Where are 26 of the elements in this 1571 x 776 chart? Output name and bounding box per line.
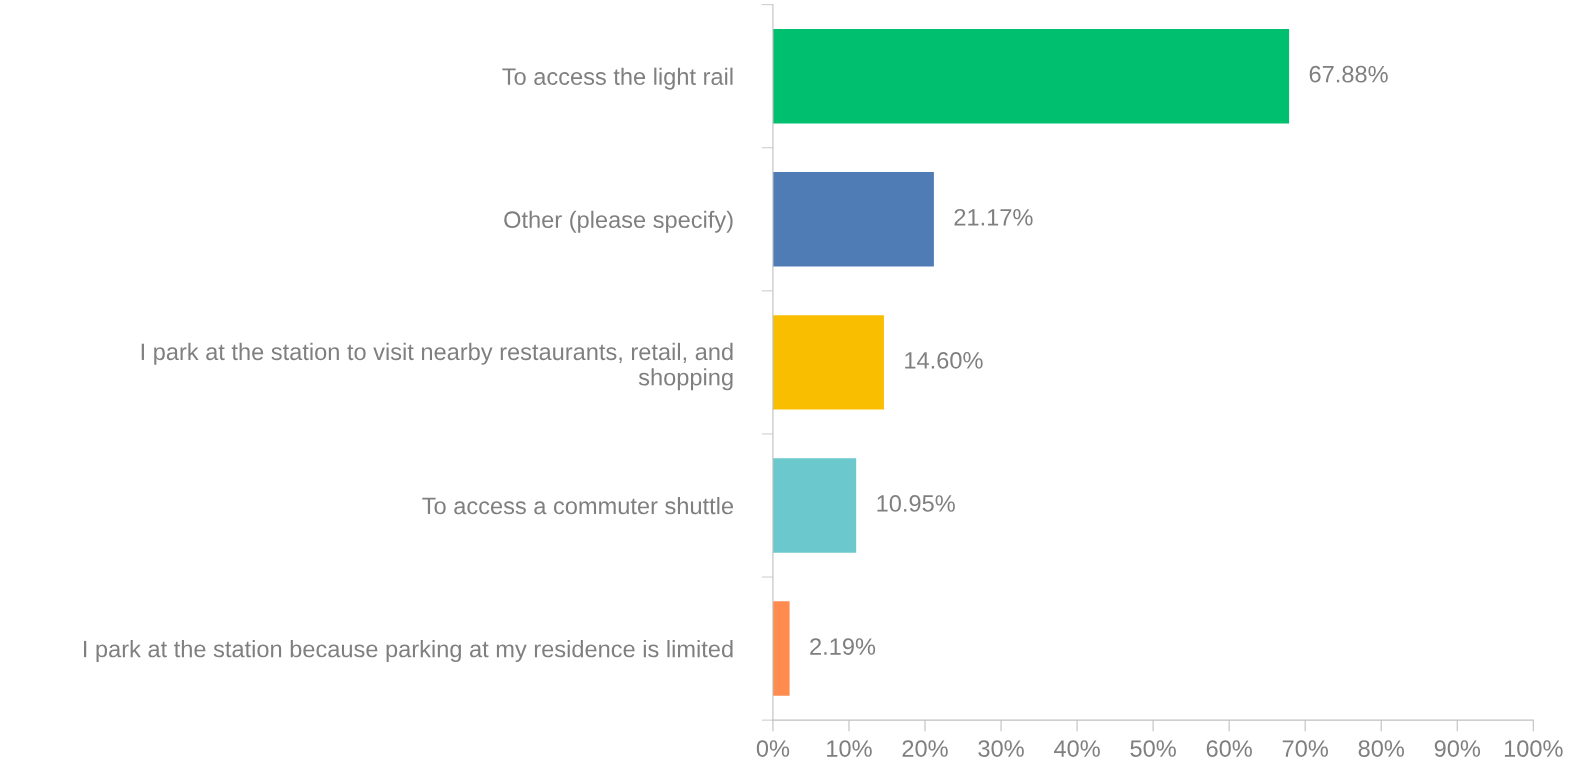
- y-tick-label: Other (please specify): [504, 210, 733, 233]
- y-tick-label: To access a commuter shuttle: [422, 496, 734, 515]
- x-tick-label: 70%: [1282, 740, 1328, 757]
- data-label: 14.60%: [905, 352, 983, 369]
- x-tick-label: 60%: [1206, 740, 1252, 757]
- bar: [772, 172, 934, 267]
- x-tick-label: 100%: [1504, 740, 1563, 757]
- y-tick-label: To access the light rail: [502, 67, 733, 90]
- x-tick-label: 40%: [1053, 740, 1100, 757]
- x-tick-label: 50%: [1130, 740, 1176, 757]
- x-tick-label: 20%: [902, 740, 948, 757]
- data-label: 10.95%: [877, 495, 955, 512]
- x-tick-label: 0%: [756, 740, 790, 757]
- x-tick-label: 80%: [1358, 740, 1405, 757]
- bar: [772, 28, 1290, 124]
- data-label: 21.17%: [954, 208, 1033, 226]
- y-tick-label: I park at the station to visit nearby restaurants, retail, and shopping: [141, 342, 733, 391]
- bar: [772, 458, 857, 553]
- y-tick-label: I park at the station because parking at my residence is limited: [84, 640, 733, 663]
- bar: [772, 601, 790, 696]
- x-tick-label: 10%: [827, 740, 872, 757]
- data-label: 67.88%: [1309, 65, 1388, 83]
- x-tick-label: 90%: [1434, 740, 1481, 757]
- data-label: 2.19%: [810, 638, 876, 655]
- x-tick-label: 30%: [978, 740, 1024, 757]
- bar: [772, 315, 884, 410]
